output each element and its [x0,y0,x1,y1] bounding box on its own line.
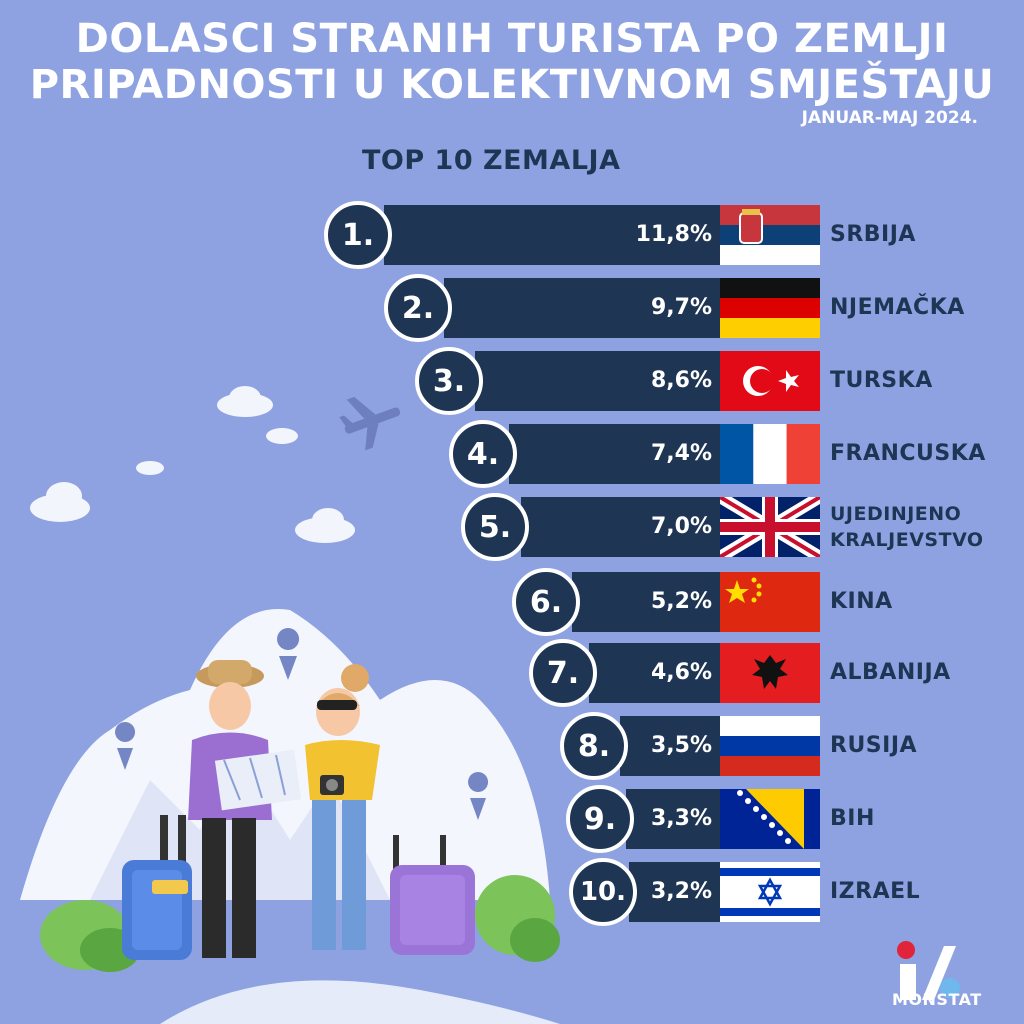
value-label: 3,2% [650,879,712,904]
bar [589,643,720,703]
value-label: 8,6% [650,368,712,393]
rank-badge: 7. [529,639,597,707]
israel-flag-icon [720,862,820,922]
bar [620,716,720,776]
bar [572,572,720,632]
value-label: 11,8% [635,222,712,247]
cloud-icon [30,386,355,543]
rank-badge: 4. [449,420,517,488]
bih-flag-icon [720,789,820,849]
male-tourist [188,660,302,958]
suitcase-blue [122,815,192,960]
suitcase-purple [390,835,475,955]
female-tourist [305,664,380,950]
bar [475,351,720,411]
country-label: UJEDINJENO KRALJEVSTVO [830,503,984,551]
rank-badge: 6. [512,568,580,636]
country-label: ALBANIJA [830,660,951,685]
value-label: 3,5% [650,733,712,758]
value-label: 3,3% [650,806,712,831]
bar [629,862,720,922]
location-pin-icon [115,628,489,820]
period-label: JANUAR-MAJ 2024. [801,108,978,128]
country-label: FRANCUSKA [830,441,986,466]
country-label: NJEMAČKA [830,295,965,320]
country-label: TURSKA [830,368,933,393]
rank-badge: 5. [461,493,529,561]
bar [444,278,720,338]
country-label: RUSIJA [830,733,918,758]
france-flag-icon [720,424,820,484]
bar [509,424,720,484]
country-label: IZRAEL [830,879,921,904]
serbia-flag-icon [720,205,820,265]
airplane-icon [339,396,401,451]
value-label: 5,2% [650,589,712,614]
title-line-2: PRIPADNOSTI U KOLEKTIVNOM SMJEŠTAJU [29,62,995,108]
country-label: SRBIJA [830,222,916,247]
turkey-flag-icon [720,351,820,411]
uk-flag-icon [720,497,820,557]
bar [521,497,720,557]
page-title: DOLASCI STRANIH TURISTA PO ZEMLJI PRIPAD… [0,16,1024,108]
bar [626,789,720,849]
albania-flag-icon [720,643,820,703]
china-flag-icon [720,572,820,632]
country-label: BIH [830,806,875,831]
bar [384,205,720,265]
rank-badge: 10. [569,858,637,926]
russia-flag-icon [720,716,820,776]
germany-flag-icon [720,278,820,338]
rank-badge: 8. [560,712,628,780]
brand-name: MONSTAT [892,990,982,1009]
rank-badge: 2. [384,274,452,342]
chart-subtitle: TOP 10 ZEMALJA [362,145,621,176]
monstat-logo-icon [897,941,960,1000]
title-line-1: DOLASCI STRANIH TURISTA PO ZEMLJI [75,16,949,62]
rank-badge: 9. [566,785,634,853]
rank-badge: 3. [415,347,483,415]
value-label: 9,7% [650,295,712,320]
rank-badge: 1. [324,201,392,269]
value-label: 4,6% [650,660,712,685]
value-label: 7,0% [650,514,712,539]
country-label: KINA [830,589,893,614]
value-label: 7,4% [650,441,712,466]
